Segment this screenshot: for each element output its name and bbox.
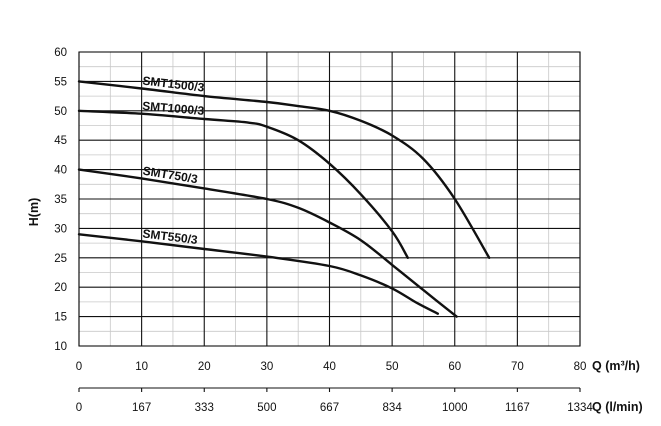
plot-frame xyxy=(78,51,581,347)
y-tick-labels: 10 15 20 25 30 35 40 45 50 55 60 xyxy=(54,47,67,353)
y-tick-label: 60 xyxy=(54,47,67,59)
series-line-smt1000-3 xyxy=(77,109,409,259)
x-tick-labels-m3h: 0 10 20 30 40 50 60 70 80 xyxy=(76,361,587,373)
x-tick-label: 30 xyxy=(260,361,273,373)
lmin-tick-label: 834 xyxy=(383,402,403,414)
series-line-smt1500-3 xyxy=(77,80,491,259)
y-axis-title: H(m) xyxy=(27,198,41,226)
lmin-tick-label: 1000 xyxy=(442,402,468,414)
y-tick-label: 50 xyxy=(54,106,67,118)
x-tick-label: 0 xyxy=(76,361,82,373)
lmin-tick-label: 500 xyxy=(257,402,276,414)
lmin-tick-label: 1167 xyxy=(505,402,530,414)
series-line-smt550-3 xyxy=(77,233,439,315)
series-label: SMT550/3 xyxy=(142,226,199,247)
lmin-tick-label: 667 xyxy=(320,402,339,414)
y-tick-label: 15 xyxy=(54,312,67,324)
y-tick-label: 35 xyxy=(54,194,67,206)
series-line-smt750-3 xyxy=(77,168,458,318)
x-axis-title-lmin: Q (l/min) xyxy=(592,400,643,414)
grid xyxy=(78,51,581,347)
y-tick-label: 55 xyxy=(54,76,67,88)
lmin-tick-label: 1334 xyxy=(567,402,593,414)
y-tick-label: 20 xyxy=(54,282,67,294)
lmin-tick-label: 0 xyxy=(76,402,82,414)
x-axis-title-m3h: Q (m³/h) xyxy=(592,359,640,373)
y-tick-label: 30 xyxy=(54,223,67,235)
x-tick-label: 50 xyxy=(386,361,399,373)
x-tick-label: 10 xyxy=(135,361,148,373)
y-tick-label: 25 xyxy=(54,253,67,265)
curves xyxy=(77,80,491,318)
series-label: SMT1000/3 xyxy=(142,99,205,118)
lmin-tick-label: 333 xyxy=(195,402,214,414)
y-tick-label: 45 xyxy=(54,135,67,147)
x-tick-label: 80 xyxy=(574,361,587,373)
x-tick-label: 20 xyxy=(198,361,211,373)
x-axis-lmin: 0 167 333 500 667 834 1000 1167 1334 xyxy=(76,387,593,414)
lmin-tick-label: 167 xyxy=(132,402,151,414)
y-tick-label: 10 xyxy=(54,341,67,353)
x-tick-label: 60 xyxy=(448,361,461,373)
x-tick-label: 70 xyxy=(511,361,524,373)
y-tick-label: 40 xyxy=(54,165,67,177)
x-tick-label: 40 xyxy=(323,361,336,373)
